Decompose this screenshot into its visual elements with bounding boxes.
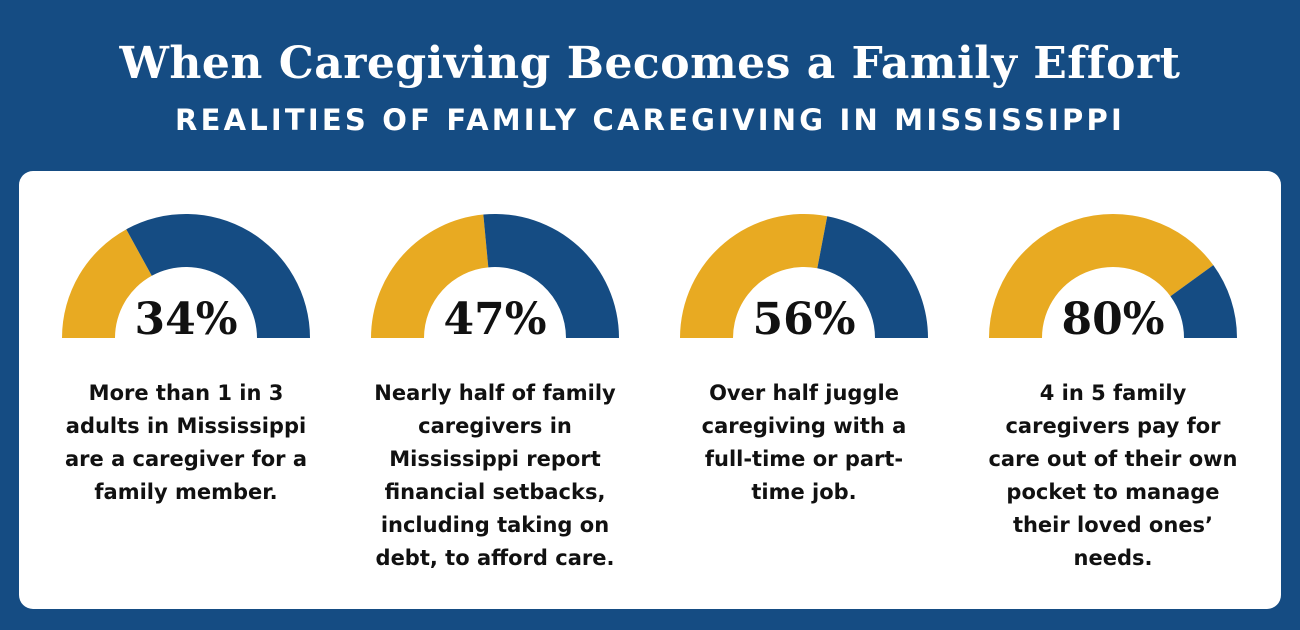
gauge-3: 56% — [680, 214, 928, 345]
gauge-1-value: 34% — [134, 294, 237, 345]
page-subtitle: REALITIES OF FAMILY CAREGIVING IN MISSIS… — [175, 103, 1125, 137]
gauge-1: 34% — [62, 214, 310, 345]
gauge-3-blue-arc — [817, 216, 928, 338]
gauge-2-value: 47% — [443, 294, 546, 345]
stats-panel: 34% 47% 56% 80% More than 1 in 3 adults … — [19, 171, 1281, 609]
gauges-chart: 34% 47% 56% 80% — [62, 213, 1237, 345]
stat-description-4: 4 in 5 family caregivers pay for care ou… — [988, 381, 1238, 570]
gauge-1-gold-arc — [62, 229, 152, 338]
page-title: When Caregiving Becomes a Family Effort — [119, 38, 1181, 89]
gauge-3-gold-arc — [680, 214, 828, 338]
gauge-4-gold-arc — [989, 213, 1214, 338]
stat-description-1: More than 1 in 3 adults in Mississippi a… — [64, 381, 307, 504]
stat-description-2: Nearly half of family caregivers in Miss… — [374, 381, 616, 570]
gauge-4: 80% — [989, 213, 1237, 345]
gauge-2-blue-arc — [483, 214, 619, 338]
gauge-2-gold-arc — [371, 214, 489, 338]
stat-description-3: Over half juggle caregiving with a full-… — [701, 381, 907, 504]
gauge-1-blue-arc — [126, 214, 310, 338]
gauge-2: 47% — [371, 214, 619, 345]
gauge-4-blue-arc — [1170, 265, 1237, 338]
gauge-3-value: 56% — [752, 294, 855, 345]
gauge-4-value: 80% — [1061, 294, 1164, 345]
